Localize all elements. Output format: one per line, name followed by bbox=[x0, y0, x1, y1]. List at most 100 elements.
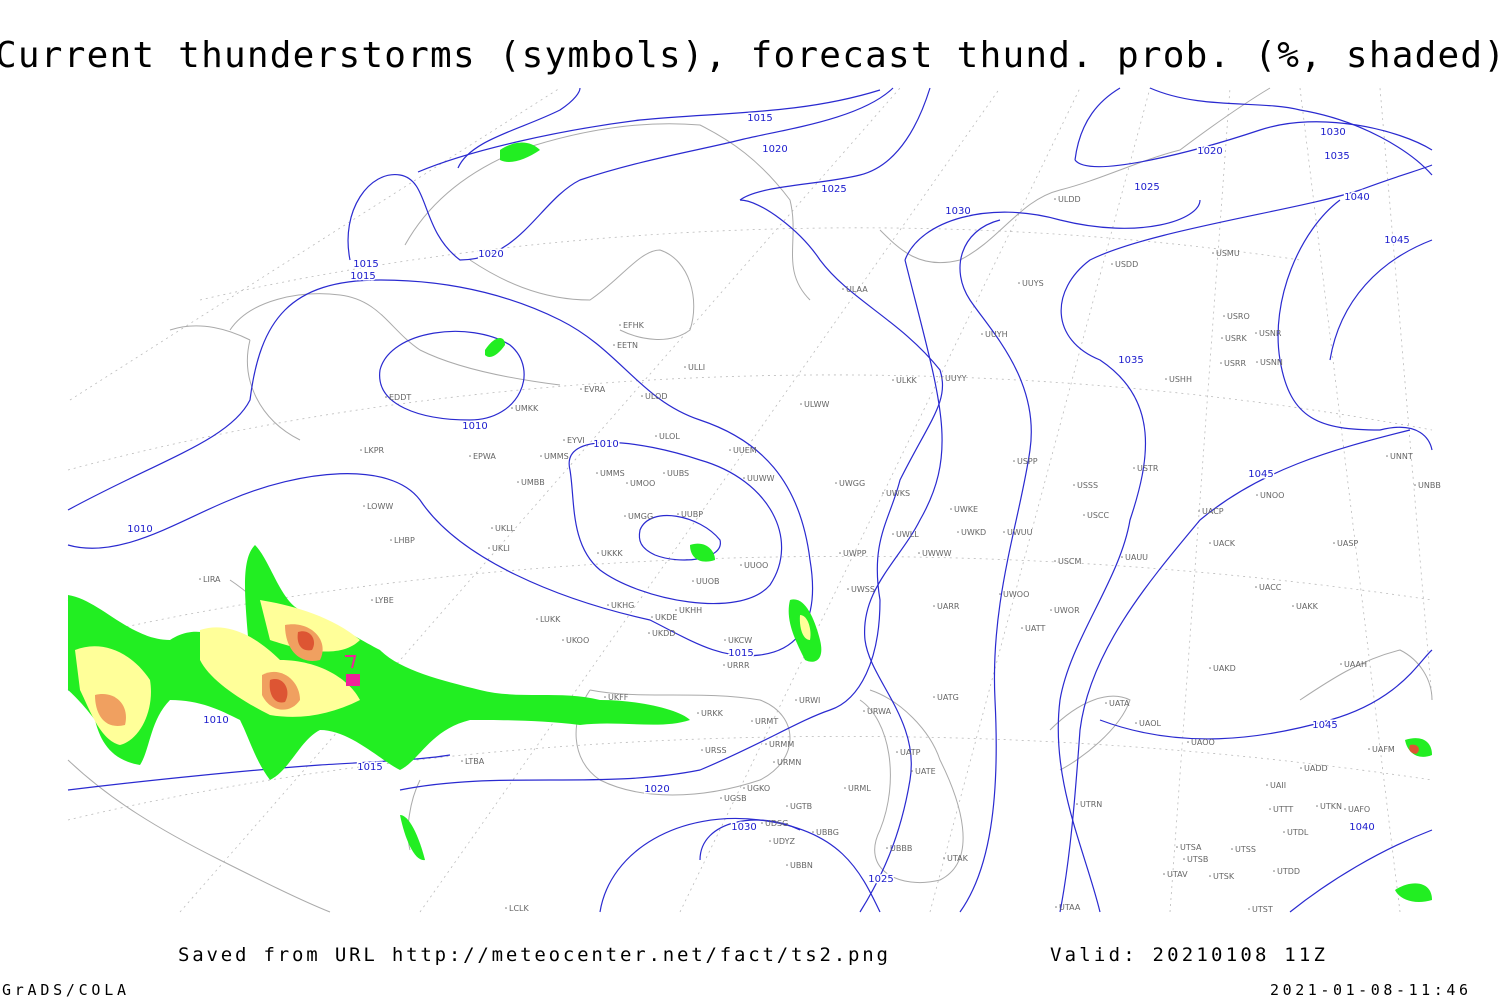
isobar-label: 1025 bbox=[821, 184, 846, 195]
station-dot bbox=[675, 609, 677, 611]
station-label: LOWW bbox=[367, 502, 393, 511]
station-label: ULKK bbox=[896, 376, 918, 385]
station-dot bbox=[624, 515, 626, 517]
station-label: UKLI bbox=[492, 544, 510, 553]
station-dot bbox=[371, 599, 373, 601]
station-dot bbox=[1231, 848, 1233, 850]
station-dot bbox=[941, 377, 943, 379]
station-label: UWKD bbox=[961, 528, 986, 537]
station-dot bbox=[604, 696, 606, 698]
station-label: ULDD bbox=[1058, 195, 1081, 204]
station-labels: ULDD USMU USDD UUYS ULAA USRO USRK USNR UUYH USRR… bbox=[199, 195, 1441, 914]
station-dot bbox=[751, 720, 753, 722]
station-label: UGSB bbox=[724, 794, 747, 803]
station-label: UKCW bbox=[728, 636, 752, 645]
station-label: LIRA bbox=[203, 575, 221, 584]
station-dot bbox=[684, 366, 686, 368]
station-label: UTRN bbox=[1080, 800, 1102, 809]
station-dot bbox=[1187, 741, 1189, 743]
station-dot bbox=[882, 492, 884, 494]
station-label: UTSK bbox=[1213, 872, 1235, 881]
station-label: UKDE bbox=[655, 613, 677, 622]
station-dot bbox=[740, 564, 742, 566]
isobar-label: 1030 bbox=[1320, 127, 1345, 138]
station-dot bbox=[1292, 605, 1294, 607]
station-dot bbox=[517, 481, 519, 483]
station-label: UMMS bbox=[600, 469, 625, 478]
station-dot bbox=[800, 403, 802, 405]
station-dot bbox=[1054, 198, 1056, 200]
station-label: ULOD bbox=[645, 392, 667, 401]
thunderstorm-symbols bbox=[345, 655, 360, 686]
station-label: USPP bbox=[1017, 457, 1038, 466]
station-label: UATG bbox=[937, 693, 959, 702]
isobar-label: 1020 bbox=[644, 784, 669, 795]
station-dot bbox=[540, 455, 542, 457]
station-dot bbox=[720, 797, 722, 799]
station-label: UATT bbox=[1025, 624, 1045, 633]
station-dot bbox=[697, 712, 699, 714]
station-label: USDD bbox=[1115, 260, 1138, 269]
station-label: USCC bbox=[1087, 511, 1110, 520]
station-dot bbox=[1163, 873, 1165, 875]
station-label: UMMS bbox=[544, 452, 569, 461]
station-dot bbox=[1018, 282, 1020, 284]
station-dot bbox=[1050, 609, 1052, 611]
station-dot bbox=[1135, 722, 1137, 724]
station-label: UARR bbox=[937, 602, 960, 611]
isobar-label: 1015 bbox=[747, 113, 772, 124]
station-label: URML bbox=[848, 784, 871, 793]
isobar-label: 1015 bbox=[357, 762, 382, 773]
station-label: UTDL bbox=[1287, 828, 1309, 837]
station-dot bbox=[1013, 460, 1015, 462]
station-dot bbox=[491, 527, 493, 529]
station-dot bbox=[786, 864, 788, 866]
station-dot bbox=[1105, 702, 1107, 704]
station-label: UAFO bbox=[1348, 805, 1370, 814]
isobar-label: 1045 bbox=[1248, 469, 1273, 480]
station-dot bbox=[950, 508, 952, 510]
station-label: UKKK bbox=[601, 549, 623, 558]
station-dot bbox=[655, 435, 657, 437]
station-dot bbox=[743, 477, 745, 479]
station-dot bbox=[886, 847, 888, 849]
isobar-label: 1010 bbox=[127, 524, 152, 535]
station-label: UBBB bbox=[890, 844, 912, 853]
station-label: UUYS bbox=[1022, 279, 1044, 288]
station-dot bbox=[580, 388, 582, 390]
map-area: 1015 1020 1025 1030 1035 1020 1025 1040 1030 1045… bbox=[67, 87, 1441, 914]
station-dot bbox=[981, 333, 983, 335]
isobar-label: 1030 bbox=[731, 822, 756, 833]
station-dot bbox=[1300, 767, 1302, 769]
station-dot bbox=[505, 907, 507, 909]
software-credit: GrADS/COLA bbox=[2, 981, 126, 999]
station-dot bbox=[1209, 667, 1211, 669]
station-label: ULLI bbox=[688, 363, 705, 372]
station-label: UTAK bbox=[947, 854, 969, 863]
station-dot bbox=[1368, 748, 1370, 750]
station-label: USCM bbox=[1058, 557, 1082, 566]
station-label: UACK bbox=[1213, 539, 1236, 548]
station-label: UKLL bbox=[495, 524, 516, 533]
station-label: USSS bbox=[1077, 481, 1098, 490]
station-label: UACC bbox=[1259, 583, 1282, 592]
station-dot bbox=[723, 664, 725, 666]
station-dot bbox=[761, 822, 763, 824]
station-label: UKDD bbox=[652, 629, 675, 638]
station-dot bbox=[562, 639, 564, 641]
station-label: LHBP bbox=[394, 536, 415, 545]
station-label: UTSA bbox=[1180, 843, 1202, 852]
station-label: EETN bbox=[617, 341, 638, 350]
station-label: UTKN bbox=[1320, 802, 1342, 811]
station-dot bbox=[1121, 556, 1123, 558]
station-dot bbox=[999, 593, 1001, 595]
station-dot bbox=[360, 449, 362, 451]
map-title: Current thunderstorms (symbols), forecas… bbox=[0, 35, 1500, 76]
station-label: UTDD bbox=[1277, 867, 1300, 876]
isobar-label: 1040 bbox=[1349, 822, 1374, 833]
station-dot bbox=[1003, 531, 1005, 533]
station-dot bbox=[1316, 805, 1318, 807]
isobar-label: 1010 bbox=[593, 439, 618, 450]
station-label: UWOO bbox=[1003, 590, 1029, 599]
station-label: UATA bbox=[1109, 699, 1130, 708]
